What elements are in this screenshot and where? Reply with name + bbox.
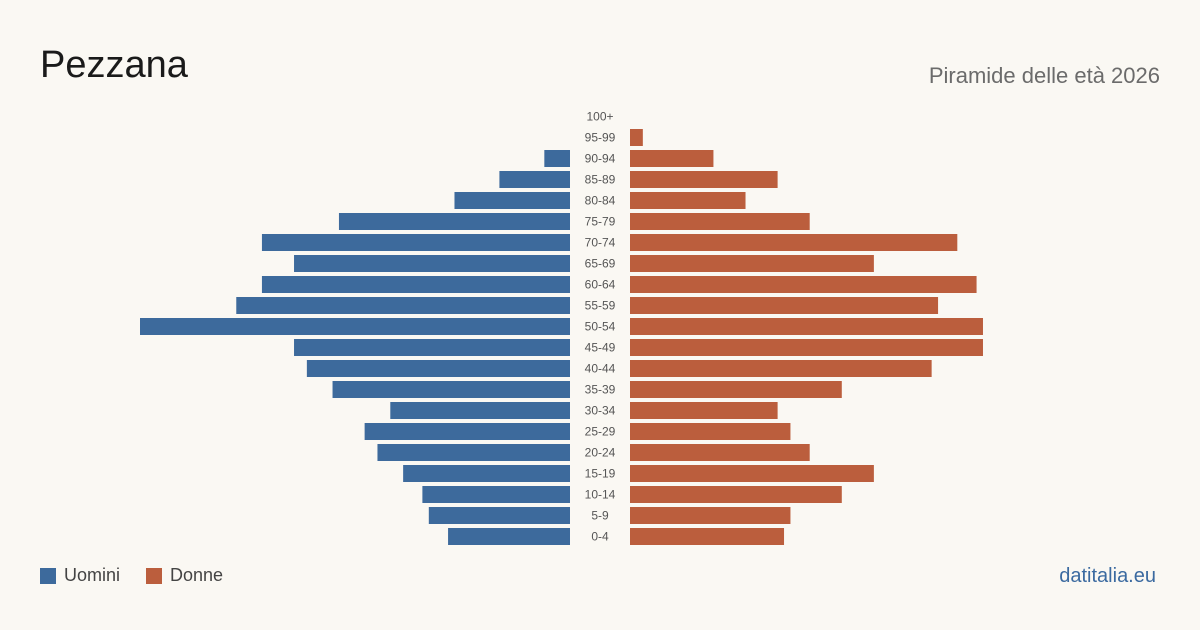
age-label-55-59: 55-59 <box>585 299 616 313</box>
bar-male-45-49 <box>294 339 570 356</box>
bar-female-85-89 <box>630 171 778 188</box>
bars-group <box>140 129 983 545</box>
bar-male-40-44 <box>306 360 570 377</box>
bar-male-25-29 <box>364 423 570 440</box>
bar-male-10-14 <box>422 486 570 503</box>
age-label-30-34: 30-34 <box>585 404 616 418</box>
age-label-0-4: 0-4 <box>591 530 609 544</box>
bar-female-55-59 <box>630 297 939 314</box>
bar-female-60-64 <box>630 276 977 293</box>
bar-female-75-79 <box>630 213 810 230</box>
chart-title: Pezzana <box>40 44 188 86</box>
bar-male-85-89 <box>499 171 570 188</box>
bar-male-60-64 <box>261 276 570 293</box>
bar-female-65-69 <box>630 255 874 272</box>
age-label-95-99: 95-99 <box>585 131 616 145</box>
age-label-60-64: 60-64 <box>585 278 616 292</box>
bar-male-0-4 <box>448 528 570 545</box>
bar-female-20-24 <box>630 444 810 461</box>
age-label-80-84: 80-84 <box>585 194 616 208</box>
age-label-40-44: 40-44 <box>585 362 616 376</box>
bar-male-35-39 <box>332 381 570 398</box>
age-label-45-49: 45-49 <box>585 341 616 355</box>
bar-female-80-84 <box>630 192 746 209</box>
bar-male-90-94 <box>544 150 570 167</box>
age-label-50-54: 50-54 <box>585 320 616 334</box>
age-label-5-9: 5-9 <box>591 509 609 523</box>
age-label-70-74: 70-74 <box>585 236 616 250</box>
legend-swatch-male <box>40 567 56 584</box>
bar-female-5-9 <box>630 507 791 524</box>
legend-item-male: Uomini <box>40 565 120 586</box>
bar-male-20-24 <box>377 444 570 461</box>
age-label-85-89: 85-89 <box>585 173 616 187</box>
bar-male-55-59 <box>236 297 570 314</box>
age-label-90-94: 90-94 <box>585 152 616 166</box>
bar-female-50-54 <box>630 318 983 335</box>
legend: Uomini Donne <box>40 565 223 586</box>
legend-label-male: Uomini <box>64 565 121 585</box>
bar-female-25-29 <box>630 423 791 440</box>
bar-male-75-79 <box>338 213 570 230</box>
bar-female-30-34 <box>630 402 778 419</box>
source-link[interactable]: datitalia.eu <box>1059 565 1156 587</box>
age-labels-group: 100+ 95-99 90-94 85-89 80-84 75-79 70-74 65-69 6… <box>585 110 616 544</box>
age-label-35-39: 35-39 <box>585 383 616 397</box>
bar-female-35-39 <box>630 381 842 398</box>
age-label-10-14: 10-14 <box>585 488 616 502</box>
bar-female-15-19 <box>630 465 874 482</box>
age-label-20-24: 20-24 <box>585 446 616 460</box>
bar-female-40-44 <box>630 360 932 377</box>
bar-male-50-54 <box>140 318 570 335</box>
bar-male-65-69 <box>294 255 570 272</box>
legend-label-female: Donne <box>170 565 224 585</box>
bar-male-15-19 <box>403 465 570 482</box>
bar-female-45-49 <box>630 339 983 356</box>
bar-female-10-14 <box>630 486 842 503</box>
age-label-25-29: 25-29 <box>585 425 616 439</box>
bar-male-30-34 <box>390 402 570 419</box>
legend-item-female: Donne <box>146 565 223 586</box>
age-label-65-69: 65-69 <box>585 257 616 271</box>
bar-female-90-94 <box>630 150 714 167</box>
age-label-100plus: 100+ <box>586 110 613 124</box>
bar-male-70-74 <box>261 234 570 251</box>
chart-subtitle: Piramide delle età 2026 <box>928 63 1160 88</box>
bar-female-95-99 <box>630 129 643 146</box>
bar-male-5-9 <box>428 507 570 524</box>
bar-male-80-84 <box>454 192 570 209</box>
legend-swatch-female <box>146 567 163 584</box>
bar-female-70-74 <box>630 234 958 251</box>
age-label-75-79: 75-79 <box>585 215 616 229</box>
age-label-15-19: 15-19 <box>585 467 616 481</box>
bar-female-0-4 <box>630 528 785 545</box>
